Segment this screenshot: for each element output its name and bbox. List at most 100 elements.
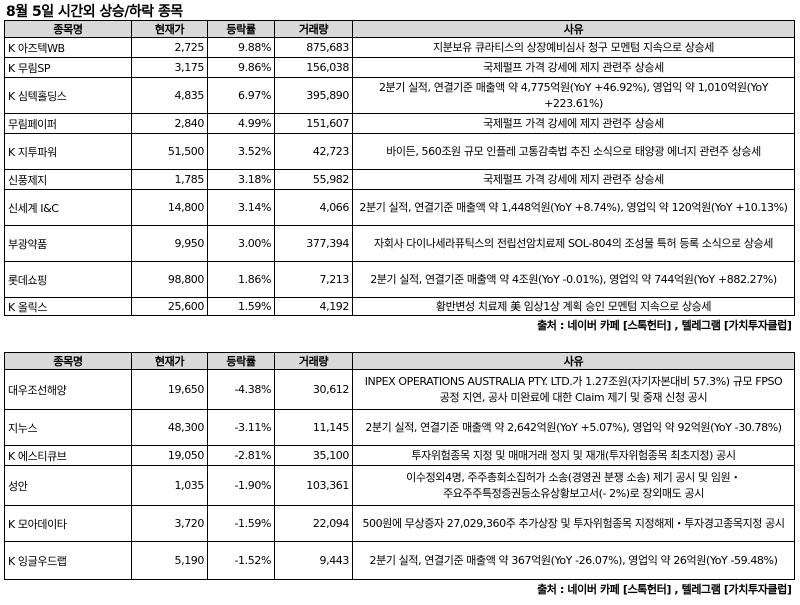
stock-volume: 7,213	[274, 261, 353, 298]
stock-price: 48,300	[131, 409, 208, 446]
table-row: 부광약품 9,950 3.00% 377,394 자회사 다이나세라퓨틱스의 전…	[4, 225, 795, 262]
stock-name: K 지투파워	[4, 133, 132, 170]
stock-volume: 377,394	[274, 225, 353, 262]
stock-name: 대우조선해양	[4, 369, 132, 410]
stock-reason: 이수정외4명, 주주총회소집허가 소송(경영권 분쟁 소송) 제기 공시 및 임…	[352, 465, 795, 506]
stock-volume: 30,612	[274, 369, 353, 410]
stock-change: -1.59%	[207, 505, 275, 542]
table-row: 대우조선해양 19,650 -4.38% 30,612 INPEX OPERAT…	[4, 369, 795, 410]
stock-change: -3.11%	[207, 409, 275, 446]
stock-name: 무림페이퍼	[4, 113, 132, 134]
stock-name: K 올릭스	[4, 297, 132, 316]
stock-name: K 무림SP	[4, 57, 132, 78]
stock-change: 1.86%	[207, 261, 275, 298]
table-row: K 모아데이타 3,720 -1.59% 22,094 500원에 무상증자 2…	[4, 505, 795, 542]
stock-reason: 2분기 실적, 연결기준 매출액 약 1,448억원(YoY +8.74%), …	[352, 189, 795, 226]
stock-reason: 500원에 무상증자 27,029,360주 추가상장 및 투자위험종목 지정해…	[352, 505, 795, 542]
table-row: K 지투파워 51,500 3.52% 42,723 바이든, 560조원 규모…	[4, 133, 795, 170]
header-name: 종목명	[4, 352, 132, 370]
stock-volume: 42,723	[274, 133, 353, 170]
stock-reason: INPEX OPERATIONS AUSTRALIA PTY. LTD.가 1.…	[352, 369, 795, 410]
stock-reason: 2분기 실적, 연결기준 매출액 약 2,642억원(YoY +5.07%), …	[352, 409, 795, 446]
table-header-row: 종목명 현재가 등락률 거래량 사유	[4, 352, 795, 370]
stock-change: 3.18%	[207, 169, 275, 190]
stock-price: 3,175	[131, 57, 208, 78]
stock-price: 19,050	[131, 445, 208, 466]
stock-reason: 2분기 실적, 연결기준 매출액 약 4,775억원(YoY +46.92%),…	[352, 77, 795, 114]
table-row: K 심텍홀딩스 4,835 6.97% 395,890 2분기 실적, 연결기준…	[4, 77, 795, 114]
stock-name: 신풍제지	[4, 169, 132, 190]
stock-change: 4.99%	[207, 113, 275, 134]
stock-reason: 투자위험종목 지정 및 매매거래 정지 및 재개(투자위험종목 최초지정) 공시	[352, 445, 795, 466]
stock-reason: 국제펄프 가격 강세에 제지 관련주 상승세	[352, 113, 795, 134]
header-volume: 거래량	[274, 352, 353, 370]
stock-name: 성안	[4, 465, 132, 506]
table-row: K 올릭스 25,600 1.59% 4,192 황반변성 치료제 美 임상1상…	[4, 297, 795, 316]
stock-price: 1,785	[131, 169, 208, 190]
stock-change: 9.88%	[207, 37, 275, 58]
table-row: 신세계 I&C 14,800 3.14% 4,066 2분기 실적, 연결기준 …	[4, 189, 795, 226]
falling-stocks-table: 종목명 현재가 등락률 거래량 사유 대우조선해양 19,650 -4.38% …	[4, 352, 795, 598]
stock-price: 9,950	[131, 225, 208, 262]
stock-price: 25,600	[131, 297, 208, 316]
stock-name: K 심텍홀딩스	[4, 77, 132, 114]
stock-name: 지누스	[4, 409, 132, 446]
header-reason: 사유	[352, 20, 795, 38]
table-row: 지누스 48,300 -3.11% 11,145 2분기 실적, 연결기준 매출…	[4, 409, 795, 446]
stock-change: 3.00%	[207, 225, 275, 262]
table-row: 신풍제지 1,785 3.18% 55,982 국제펄프 가격 강세에 제지 관…	[4, 169, 795, 190]
table-header-row: 종목명 현재가 등락률 거래량 사유	[4, 20, 795, 38]
stock-change: -1.90%	[207, 465, 275, 506]
stock-reason: 지분보유 큐라티스의 상장예비심사 청구 모멘텀 지속으로 상승세	[352, 37, 795, 58]
stock-price: 51,500	[131, 133, 208, 170]
header-change: 등락률	[207, 352, 275, 370]
stock-change: 6.97%	[207, 77, 275, 114]
table-row: K 에스티큐브 19,050 -2.81% 35,100 투자위험종목 지정 및…	[4, 445, 795, 466]
header-change: 등락률	[207, 20, 275, 38]
page-title: 8월 5일 시간외 상승/하락 종목	[6, 4, 183, 20]
header-reason: 사유	[352, 352, 795, 370]
stock-change: -4.38%	[207, 369, 275, 410]
table-row: K 무림SP 3,175 9.86% 156,038 국제펄프 가격 강세에 제…	[4, 57, 795, 78]
stock-reason: 2분기 실적, 연결기준 매출액 약 4조원(YoY -0.01%), 영업익 …	[352, 261, 795, 298]
stock-name: 신세계 I&C	[4, 189, 132, 226]
source-note: 출처 : 네이버 카페 [스톡헌터] , 텔레그램 [가치투자클럽]	[537, 319, 792, 332]
source-note: 출처 : 네이버 카페 [스톡헌터] , 텔레그램 [가치투자클럽]	[537, 583, 792, 596]
stock-reason: 국제펄프 가격 강세에 제지 관련주 상승세	[352, 169, 795, 190]
stock-name: 롯데쇼핑	[4, 261, 132, 298]
stock-price: 3,720	[131, 505, 208, 542]
stock-change: 1.59%	[207, 297, 275, 316]
stock-reason: 2분기 실적, 연결기준 매출액 약 367억원(YoY -26.07%), 영…	[352, 541, 795, 580]
table-row: 롯데쇼핑 98,800 1.86% 7,213 2분기 실적, 연결기준 매출액…	[4, 261, 795, 298]
header-price: 현재가	[131, 20, 208, 38]
stock-change: -1.52%	[207, 541, 275, 580]
stock-volume: 875,683	[274, 37, 353, 58]
table-row: K 아즈텍WB 2,725 9.88% 875,683 지분보유 큐라티스의 상…	[4, 37, 795, 58]
stock-name: K 아즈텍WB	[4, 37, 132, 58]
stock-price: 5,190	[131, 541, 208, 580]
stock-change: 3.52%	[207, 133, 275, 170]
stock-reason: 국제펄프 가격 강세에 제지 관련주 상승세	[352, 57, 795, 78]
table-row: K 잉글우드랩 5,190 -1.52% 9,443 2분기 실적, 연결기준 …	[4, 541, 795, 580]
stock-change: -2.81%	[207, 445, 275, 466]
header-price: 현재가	[131, 352, 208, 370]
stock-name: K 잉글우드랩	[4, 541, 132, 580]
table-row: 성안 1,035 -1.90% 103,361 이수정외4명, 주주총회소집허가…	[4, 465, 795, 506]
stock-price: 2,725	[131, 37, 208, 58]
stock-price: 98,800	[131, 261, 208, 298]
header-volume: 거래량	[274, 20, 353, 38]
header-name: 종목명	[4, 20, 132, 38]
stock-price: 14,800	[131, 189, 208, 226]
stock-volume: 395,890	[274, 77, 353, 114]
stock-name: K 에스티큐브	[4, 445, 132, 466]
stock-volume: 151,607	[274, 113, 353, 134]
stock-volume: 4,192	[274, 297, 353, 316]
stock-volume: 11,145	[274, 409, 353, 446]
stock-price: 1,035	[131, 465, 208, 506]
stock-change: 3.14%	[207, 189, 275, 226]
stock-volume: 55,982	[274, 169, 353, 190]
table-row: 무림페이퍼 2,840 4.99% 151,607 국제펄프 가격 강세에 제지…	[4, 113, 795, 134]
stock-reason: 황반변성 치료제 美 임상1상 계획 승인 모멘텀 지속으로 상승세	[352, 297, 795, 316]
stock-price: 2,840	[131, 113, 208, 134]
stock-volume: 103,361	[274, 465, 353, 506]
